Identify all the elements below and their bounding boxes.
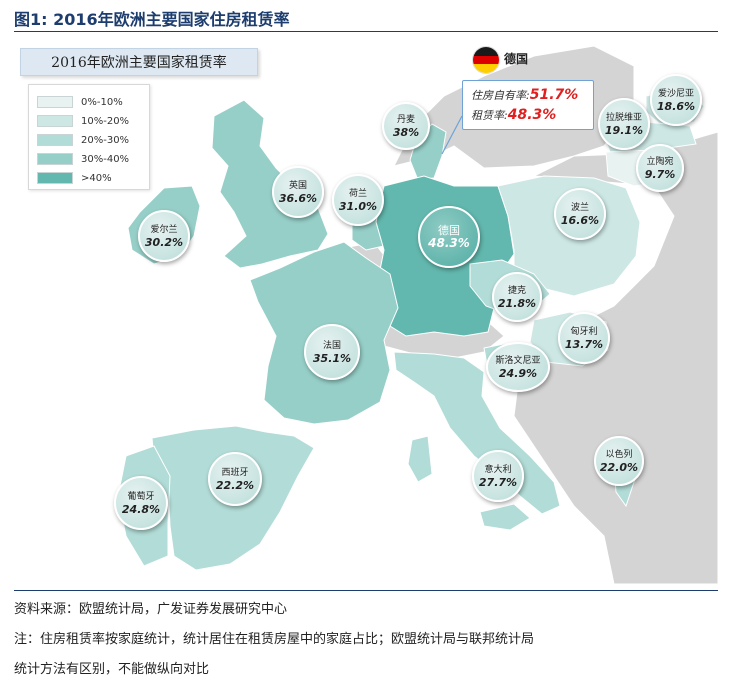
country-value: 24.9% bbox=[498, 366, 538, 380]
country-name: 爱尔兰 bbox=[150, 224, 178, 235]
europe-map: 2016年欧洲主要国家租赁率 0%-10% 10%-20% 20%-30% 30… bbox=[14, 36, 718, 584]
germany-info-box: 住房自有率:51.7% 租赁率:48.3% bbox=[462, 80, 594, 130]
legend-label: >40% bbox=[81, 172, 112, 184]
country-name: 西班牙 bbox=[221, 467, 249, 478]
country-value: 27.7% bbox=[478, 475, 518, 489]
country-name: 法国 bbox=[322, 340, 341, 351]
source-text: 资料来源：欧盟统计局，广发证券发展研究中心 bbox=[14, 602, 288, 617]
legend-label: 10%-20% bbox=[81, 115, 130, 127]
legend-swatch bbox=[37, 153, 73, 165]
rental-row: 租赁率:48.3% bbox=[471, 107, 589, 123]
flag-stripe bbox=[473, 47, 499, 56]
flag-stripe bbox=[473, 64, 499, 73]
land-sardinia bbox=[407, 435, 433, 483]
country-name: 爱沙尼亚 bbox=[657, 88, 694, 99]
bubble-netherlands: 荷兰 31.0% bbox=[332, 174, 384, 226]
country-name: 捷克 bbox=[507, 285, 526, 296]
country-name: 葡萄牙 bbox=[127, 491, 155, 502]
legend-label: 20%-30% bbox=[81, 134, 130, 146]
figure-title: 图1: 2016年欧洲主要国家住房租赁率 bbox=[14, 10, 290, 29]
legend-item: 10%-20% bbox=[37, 114, 129, 128]
note-line-1: 注：住房租赁率按家庭统计，统计居住在租赁房屋中的家庭占比；欧盟统计局与联邦统计局 bbox=[14, 632, 535, 647]
bubble-lithuania: 立陶宛 9.7% bbox=[636, 144, 684, 192]
country-value: 22.2% bbox=[215, 478, 255, 492]
land-sicily bbox=[479, 503, 531, 531]
country-value: 30.2% bbox=[144, 235, 184, 249]
bubble-denmark: 丹麦 38% bbox=[382, 102, 430, 150]
map-legend: 0%-10% 10%-20% 20%-30% 30%-40% >40% bbox=[28, 84, 150, 190]
country-value: 36.6% bbox=[278, 191, 318, 205]
bubble-latvia: 拉脱维亚 19.1% bbox=[598, 98, 650, 150]
info-pointer bbox=[441, 115, 463, 155]
legend-item: 30%-40% bbox=[37, 152, 129, 166]
bubble-ireland: 爱尔兰 30.2% bbox=[138, 210, 190, 262]
legend-swatch bbox=[37, 115, 73, 127]
country-value: 21.8% bbox=[497, 296, 537, 310]
legend-swatch bbox=[37, 96, 73, 108]
country-value: 48.3% bbox=[428, 235, 470, 250]
ownership-label: 住房自有率: bbox=[471, 89, 530, 102]
country-value: 16.6% bbox=[560, 213, 600, 227]
title-rule bbox=[14, 31, 718, 32]
bubble-czech: 捷克 21.8% bbox=[492, 272, 542, 322]
flag-stripe bbox=[473, 55, 499, 65]
country-name: 立陶宛 bbox=[646, 156, 674, 167]
country-name: 荷兰 bbox=[348, 188, 367, 199]
country-value: 24.8% bbox=[121, 502, 161, 516]
pointer-line bbox=[441, 115, 463, 155]
bubble-israel: 以色列 22.0% bbox=[594, 436, 644, 486]
bubble-portugal: 葡萄牙 24.8% bbox=[114, 476, 168, 530]
bubble-poland: 波兰 16.6% bbox=[554, 188, 606, 240]
country-name: 拉脱维亚 bbox=[605, 112, 642, 123]
note-line-2: 统计方法有区别，不能做纵向对比 bbox=[14, 662, 210, 677]
legend-item: 0%-10% bbox=[37, 95, 123, 109]
country-value: 18.6% bbox=[656, 99, 696, 113]
germany-flag-icon bbox=[472, 46, 500, 74]
legend-item: >40% bbox=[37, 171, 112, 185]
ownership-value: 51.7% bbox=[529, 87, 579, 103]
ownership-row: 住房自有率:51.7% bbox=[471, 87, 589, 103]
country-name: 英国 bbox=[288, 180, 307, 191]
rental-value: 48.3% bbox=[507, 107, 557, 123]
bubble-hungary: 匈牙利 13.7% bbox=[558, 312, 610, 364]
country-name: 斯洛文尼亚 bbox=[495, 355, 541, 366]
bubble-slovenia: 斯洛文尼亚 24.9% bbox=[486, 342, 550, 392]
bubble-germany: 德国 48.3% bbox=[418, 206, 480, 268]
country-name: 丹麦 bbox=[396, 114, 415, 125]
land-uk bbox=[211, 99, 329, 269]
country-value: 38% bbox=[392, 125, 420, 139]
bubble-uk: 英国 36.6% bbox=[272, 166, 324, 218]
country-value: 9.7% bbox=[644, 167, 676, 181]
rental-label: 租赁率: bbox=[471, 109, 508, 122]
legend-item: 20%-30% bbox=[37, 133, 129, 147]
bubble-estonia: 爱沙尼亚 18.6% bbox=[650, 74, 702, 126]
country-value: 22.0% bbox=[599, 460, 639, 474]
country-name: 以色列 bbox=[605, 449, 633, 460]
bubble-france: 法国 35.1% bbox=[304, 324, 360, 380]
legend-swatch bbox=[37, 134, 73, 146]
footer-rule bbox=[14, 590, 718, 591]
country-name: 意大利 bbox=[484, 464, 512, 475]
country-value: 31.0% bbox=[338, 199, 378, 213]
map-title: 2016年欧洲主要国家租赁率 bbox=[20, 48, 258, 76]
highlight-country: 德国 bbox=[504, 52, 529, 66]
legend-swatch bbox=[37, 172, 73, 184]
country-value: 19.1% bbox=[604, 123, 644, 137]
country-value: 35.1% bbox=[312, 351, 352, 365]
legend-label: 30%-40% bbox=[81, 153, 130, 165]
legend-label: 0%-10% bbox=[81, 96, 123, 108]
country-value: 13.7% bbox=[564, 337, 604, 351]
country-name: 波兰 bbox=[570, 202, 589, 213]
bubble-spain: 西班牙 22.2% bbox=[208, 452, 262, 506]
country-name: 匈牙利 bbox=[570, 326, 598, 337]
bubble-italy: 意大利 27.7% bbox=[472, 450, 524, 502]
country-name: 德国 bbox=[438, 223, 460, 237]
